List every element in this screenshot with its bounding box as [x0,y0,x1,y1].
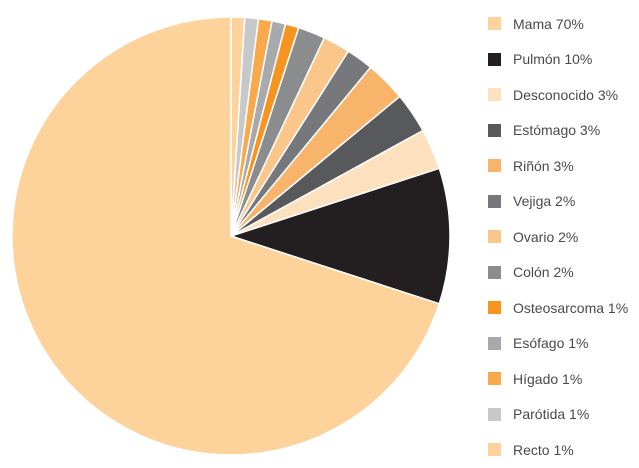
legend-swatch [488,17,501,31]
legend-label: Parótida 1% [513,406,590,423]
legend-label: Pulmón 10% [513,51,593,68]
legend-swatch [488,194,501,208]
legend-label: Vejiga 2% [513,193,576,210]
pie-slice-mama [11,16,441,454]
chart-legend: Mama 70% Pulmón 10% Desconocido 3% Estómago… [488,6,628,468]
legend-item: Ovario 2% [488,219,628,255]
legend-item: Riñón 3% [488,148,628,184]
legend-label: Hígado 1% [513,370,583,387]
legend-item: Pulmón 10% [488,42,628,78]
legend-swatch [488,301,501,315]
legend-item: Recto 1% [488,432,628,468]
legend-label: Osteosarcoma 1% [513,299,629,316]
pie-slices [11,16,451,454]
legend-item: Colón 2% [488,255,628,291]
legend-swatch [488,123,501,137]
legend-swatch [488,443,501,457]
pie-slice-pulmón [230,167,451,305]
legend-label: Desconocido 3% [513,86,619,103]
legend-item: Hígado 1% [488,361,628,397]
legend-label: Estómago 3% [513,122,601,139]
legend-swatch [488,372,501,386]
legend-swatch [488,336,501,350]
legend-swatch [488,265,501,279]
legend-swatch [488,88,501,102]
legend-swatch [488,407,501,421]
pie-slice-recto [230,16,246,237]
legend-label: Recto 1% [513,441,574,458]
legend-label: Ovario 2% [513,228,579,245]
legend-swatch [488,230,501,244]
pie-chart [11,16,451,454]
legend-item: Esófago 1% [488,326,628,362]
legend-label: Colón 2% [513,264,574,281]
legend-label: Esófago 1% [513,335,589,352]
legend-label: Riñón 3% [513,157,574,174]
legend-swatch [488,52,501,66]
legend-item: Parótida 1% [488,397,628,433]
legend-item: Mama 70% [488,6,628,42]
legend-item: Estómago 3% [488,113,628,149]
legend-item: Vejiga 2% [488,184,628,220]
legend-swatch [488,159,501,173]
legend-label: Mama 70% [513,15,584,32]
legend-item: Osteosarcoma 1% [488,290,628,326]
legend-item: Desconocido 3% [488,77,628,113]
